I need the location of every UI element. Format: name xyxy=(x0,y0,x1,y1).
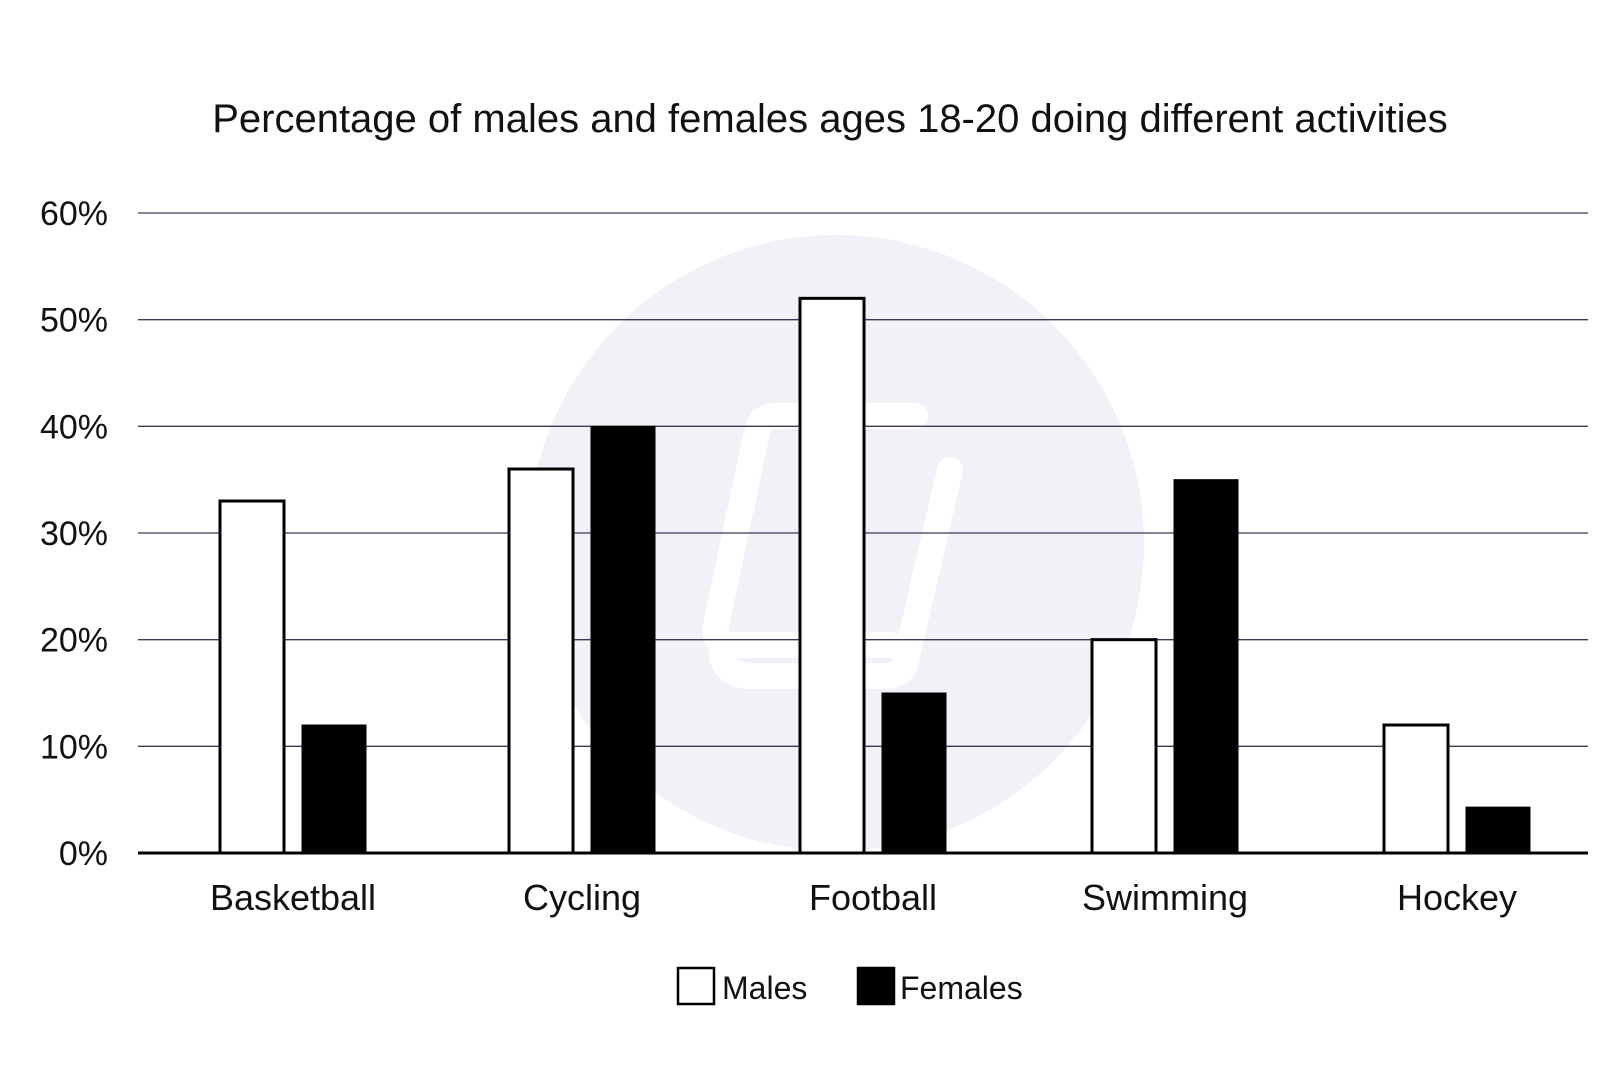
bar-females-football xyxy=(881,692,947,854)
y-tick-label: 50% xyxy=(40,302,108,340)
x-category-label: Hockey xyxy=(1397,877,1517,918)
x-category-label: Basketball xyxy=(210,877,376,918)
bar-females-cycling xyxy=(590,425,656,854)
bar-females-basketball xyxy=(301,724,367,854)
legend-swatch-males xyxy=(676,966,716,1006)
y-tick-label: 20% xyxy=(40,622,108,660)
bar-males-cycling xyxy=(507,467,575,855)
bar-males-basketball xyxy=(218,499,286,855)
legend-swatch-females xyxy=(856,966,896,1006)
y-tick-label: 30% xyxy=(40,515,108,553)
y-tick-label: 10% xyxy=(40,728,108,766)
x-axis-categories: Basketball Cycling Football Swimming Hockey xyxy=(210,877,1517,918)
bar-females-hockey xyxy=(1465,806,1531,854)
legend-label-males: Males xyxy=(722,970,807,1006)
bar-males-swimming xyxy=(1090,638,1158,855)
x-category-label: Football xyxy=(809,877,937,918)
y-axis-ticks: 0% 10% 20% 30% 40% 50% 60% xyxy=(40,195,108,873)
x-category-label: Cycling xyxy=(523,877,641,918)
legend: Males Females xyxy=(676,966,1023,1006)
bar-males-football xyxy=(798,296,866,855)
bar-females-swimming xyxy=(1173,479,1239,854)
bar-males-hockey xyxy=(1382,723,1450,855)
bars xyxy=(218,296,1531,855)
y-tick-label: 40% xyxy=(40,408,108,446)
x-category-label: Swimming xyxy=(1082,877,1248,918)
y-tick-label: 60% xyxy=(40,195,108,233)
chart-title: Percentage of males and females ages 18-… xyxy=(212,97,1448,141)
legend-label-females: Females xyxy=(900,970,1023,1006)
y-tick-label: 0% xyxy=(59,835,108,873)
